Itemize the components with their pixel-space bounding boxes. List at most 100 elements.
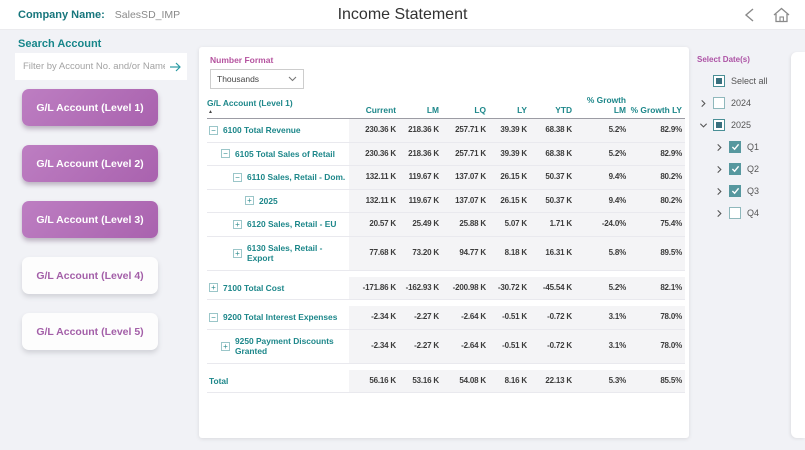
collapse-icon[interactable]: − <box>209 312 218 322</box>
value-cell-current: 77.68 K <box>349 236 399 271</box>
account-name-cell[interactable]: Total <box>207 370 349 393</box>
column-header--growth-lm[interactable]: % Growth LM <box>575 95 629 119</box>
value-cell-growth-ly: 89.5% <box>629 236 685 271</box>
date-item-label[interactable]: 2025 <box>731 120 752 130</box>
collapse-icon[interactable]: − <box>233 172 242 182</box>
chevron-right-icon[interactable] <box>713 143 725 152</box>
column-header-account[interactable]: G/L Account (Level 1) ▲ <box>207 95 349 119</box>
collapsed-side-pane[interactable] <box>791 52 805 438</box>
value-cell-lm: 218.36 K <box>399 142 442 166</box>
checkbox-2024[interactable] <box>713 97 725 109</box>
checkbox-q2[interactable] <box>729 163 741 175</box>
account-name-cell[interactable]: −9200 Total Interest Expenses <box>207 306 349 330</box>
checkbox-q1[interactable] <box>729 141 741 153</box>
search-arrow-icon[interactable] <box>169 60 182 78</box>
account-name-cell[interactable]: +6120 Sales, Retail - EU <box>207 213 349 237</box>
expand-icon[interactable]: + <box>209 283 218 293</box>
value-cell-growth-ly: 80.2% <box>629 166 685 190</box>
column-header-current[interactable]: Current <box>349 95 399 119</box>
date-tree-item: Q3 <box>697 180 793 202</box>
date-item-label[interactable]: Q3 <box>747 186 760 196</box>
value-cell-growth-lm: 5.3% <box>575 369 629 393</box>
account-name-cell[interactable]: +6130 Sales, Retail - Export <box>207 237 349 271</box>
chevron-down-icon[interactable] <box>697 121 709 130</box>
value-cell-ytd: 68.38 K <box>530 119 575 143</box>
account-name: 2025 <box>259 195 278 206</box>
value-cell-current: 56.16 K <box>349 369 399 393</box>
value-cell-lq: 257.71 K <box>442 119 489 143</box>
gl-account-level5-button[interactable]: G/L Account (Level 5) <box>22 313 158 350</box>
value-cell-lm: 25.49 K <box>399 213 442 237</box>
company-name-label: Company Name: <box>18 8 105 21</box>
gl-account-level3-button[interactable]: G/L Account (Level 3) <box>22 201 158 238</box>
value-cell-lq: 94.77 K <box>442 236 489 271</box>
account-name: 9200 Total Interest Expenses <box>223 312 338 322</box>
date-item-label[interactable]: Select all <box>731 76 768 86</box>
value-cell-growth-ly: 78.0% <box>629 306 685 330</box>
value-cell-ytd: 50.37 K <box>530 166 575 190</box>
value-cell-growth-lm: 5.2% <box>575 276 629 300</box>
expand-icon[interactable]: + <box>233 219 242 229</box>
chevron-right-icon[interactable] <box>713 187 725 196</box>
collapse-icon[interactable]: − <box>221 149 230 159</box>
home-icon[interactable] <box>771 5 791 25</box>
gl-account-level4-button[interactable]: G/L Account (Level 4) <box>22 257 158 294</box>
value-cell-lm: 119.67 K <box>399 189 442 213</box>
date-item-label[interactable]: 2024 <box>731 98 752 108</box>
account-name-cell[interactable]: +7100 Total Cost <box>207 277 349 300</box>
column-header-ly[interactable]: LY <box>489 95 530 119</box>
account-name: 6120 Sales, Retail - EU <box>247 219 337 229</box>
column-header--growth-ly[interactable]: % Growth LY <box>629 95 685 119</box>
value-cell-ly: -30.72 K <box>489 276 530 300</box>
checkbox-q3[interactable] <box>729 185 741 197</box>
value-cell-current: 132.11 K <box>349 166 399 190</box>
date-item-label[interactable]: Q1 <box>747 142 760 152</box>
account-name: 6100 Total Revenue <box>223 125 301 135</box>
back-chevron-icon[interactable] <box>739 5 759 25</box>
column-header-ytd[interactable]: YTD <box>530 95 575 119</box>
value-cell-lq: 137.07 K <box>442 166 489 190</box>
chevron-right-icon[interactable] <box>713 165 725 174</box>
chevron-right-icon[interactable] <box>697 99 709 108</box>
matrix-body: −6100 Total Revenue 230.36 K 218.36 K 257.7… <box>207 119 685 393</box>
number-format-dropdown[interactable]: Thousands <box>210 69 304 89</box>
gl-account-level2-button[interactable]: G/L Account (Level 2) <box>22 145 158 182</box>
date-item-label[interactable]: Q4 <box>747 208 760 218</box>
value-cell-growth-ly: 78.0% <box>629 329 685 364</box>
account-name-cell[interactable]: −6105 Total Sales of Retail <box>207 143 349 166</box>
value-cell-current: 230.36 K <box>349 119 399 143</box>
matrix-table: G/L Account (Level 1) ▲ Current LM LQ LY YTD% … <box>207 95 685 393</box>
checkbox-q4[interactable] <box>729 207 741 219</box>
account-name-cell[interactable]: −6110 Sales, Retail - Dom. <box>207 166 349 190</box>
value-cell-growth-ly: 82.1% <box>629 276 685 300</box>
account-name-cell[interactable]: +2025 <box>207 190 349 213</box>
date-item-label[interactable]: Q2 <box>747 164 760 174</box>
expand-icon[interactable]: + <box>221 341 230 351</box>
value-cell-ytd: 50.37 K <box>530 189 575 213</box>
value-cell-current: 230.36 K <box>349 142 399 166</box>
chevron-down-icon <box>288 76 297 82</box>
value-cell-lq: -2.64 K <box>442 329 489 364</box>
account-name-cell[interactable]: +9250 Payment Discounts Granted <box>207 330 349 364</box>
expand-icon[interactable]: + <box>245 196 254 206</box>
account-name: 9250 Payment Discounts Granted <box>235 335 334 357</box>
checkbox-select-all[interactable] <box>713 75 725 87</box>
value-cell-ly: 8.18 K <box>489 236 530 271</box>
collapse-icon[interactable]: − <box>209 125 218 135</box>
account-name-cell[interactable]: −6100 Total Revenue <box>207 119 349 143</box>
value-cell-ytd: 68.38 K <box>530 142 575 166</box>
table-row: −6100 Total Revenue 230.36 K 218.36 K 257.7… <box>207 119 685 143</box>
value-cell-ytd: -45.54 K <box>530 276 575 300</box>
column-header-lq[interactable]: LQ <box>442 95 489 119</box>
gl-account-level1-button[interactable]: G/L Account (Level 1) <box>22 89 158 126</box>
expand-icon[interactable]: + <box>233 248 242 258</box>
column-header-lm[interactable]: LM <box>399 95 442 119</box>
account-filter-input[interactable] <box>15 53 187 80</box>
chevron-right-icon[interactable] <box>713 209 725 218</box>
value-cell-ly: 26.15 K <box>489 189 530 213</box>
checkbox-2025[interactable] <box>713 119 725 131</box>
value-cell-ytd: -0.72 K <box>530 329 575 364</box>
value-cell-ly: -0.51 K <box>489 329 530 364</box>
value-cell-lq: 54.08 K <box>442 369 489 393</box>
value-cell-ly: 26.15 K <box>489 166 530 190</box>
